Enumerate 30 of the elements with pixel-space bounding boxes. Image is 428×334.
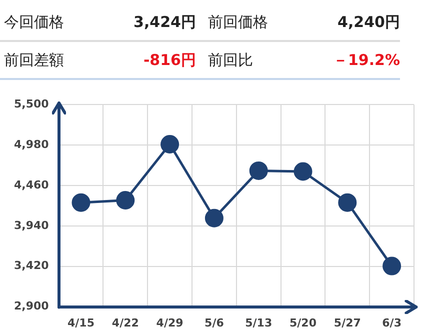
text: 3,424円 [132,12,196,32]
y-tick-label: 3,420 [14,259,50,272]
point [249,161,268,180]
x-tick-label: 5/13 [245,316,272,330]
y-tick-label: 5,500 [14,97,50,110]
x-tick-label: 4/22 [112,316,139,330]
text: 4,240円 [336,12,400,32]
y-tick-label: 2,900 [14,300,50,313]
text: －19.2% [332,50,400,70]
x-tick-label: 6/3 [382,316,402,330]
text: -816円 [142,50,196,70]
x-tick-label: 5/27 [334,316,361,330]
y-tick-label: 3,940 [14,218,50,232]
point [294,162,312,181]
x-tick-label: 4/29 [156,316,184,330]
text: 前回比 [208,50,254,70]
x-tick-label: 5/6 [204,316,224,330]
point [116,191,135,210]
point [204,208,224,228]
point [382,256,402,276]
point [72,193,90,212]
y-tick-label: 4,980 [14,138,50,151]
y-tick-label: 4,460 [14,178,50,192]
x-tick-label: 5/20 [290,316,317,330]
text: 前回差額 [3,50,65,70]
point [338,193,357,212]
text: 前回価格 [208,12,269,32]
x-tick-label: 4/15 [68,316,94,330]
point [160,135,180,154]
text: 今回価格 [3,12,65,32]
